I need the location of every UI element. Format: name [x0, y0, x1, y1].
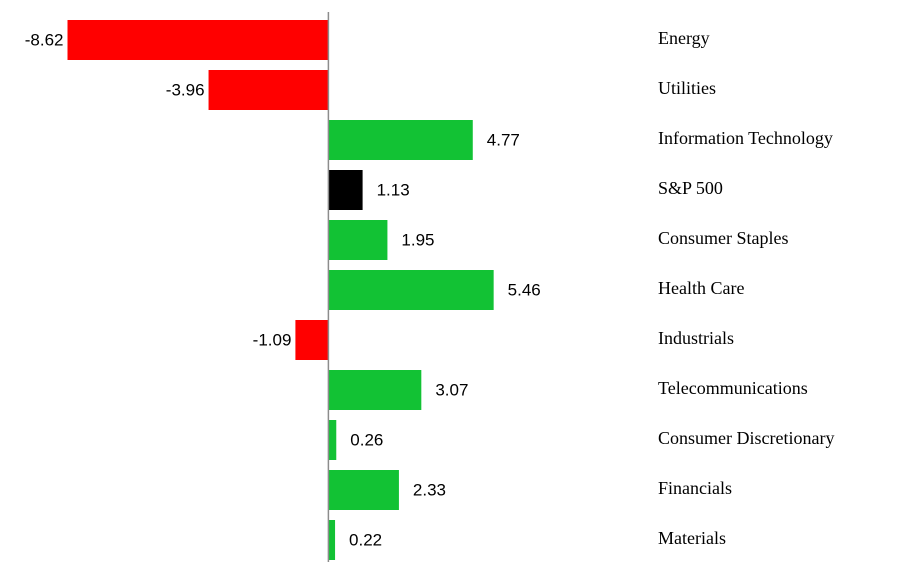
bar: [208, 70, 329, 110]
category-label: Financials: [658, 478, 732, 498]
data-label: 1.13: [377, 180, 410, 199]
data-label: 1.95: [401, 230, 434, 249]
data-label: 2.33: [413, 480, 446, 499]
bar: [328, 220, 388, 260]
bar: [328, 520, 336, 560]
bar: [328, 270, 494, 310]
category-label: Health Care: [658, 278, 744, 298]
data-label: -1.09: [253, 330, 292, 349]
category-label: Utilities: [658, 78, 716, 98]
category-label: Energy: [658, 28, 710, 48]
bar: [328, 420, 337, 460]
data-label: 0.22: [349, 530, 382, 549]
data-label: 5.46: [508, 280, 541, 299]
bar: [328, 370, 422, 410]
category-label: Telecommunications: [658, 378, 808, 398]
data-label: -3.96: [166, 80, 205, 99]
data-label: 4.77: [487, 130, 520, 149]
bar: [328, 120, 473, 160]
data-label: 0.26: [350, 430, 383, 449]
category-label: S&P 500: [658, 178, 723, 198]
category-label: Industrials: [658, 328, 734, 348]
category-label: Materials: [658, 528, 726, 548]
bar: [67, 20, 329, 60]
data-label: -8.62: [25, 30, 64, 49]
bar: [295, 320, 329, 360]
data-label: 3.07: [435, 380, 468, 399]
category-label: Consumer Discretionary: [658, 428, 834, 448]
category-label: Consumer Staples: [658, 228, 789, 248]
bar: [328, 170, 363, 210]
category-label: Information Technology: [658, 128, 833, 148]
bar: [328, 470, 399, 510]
